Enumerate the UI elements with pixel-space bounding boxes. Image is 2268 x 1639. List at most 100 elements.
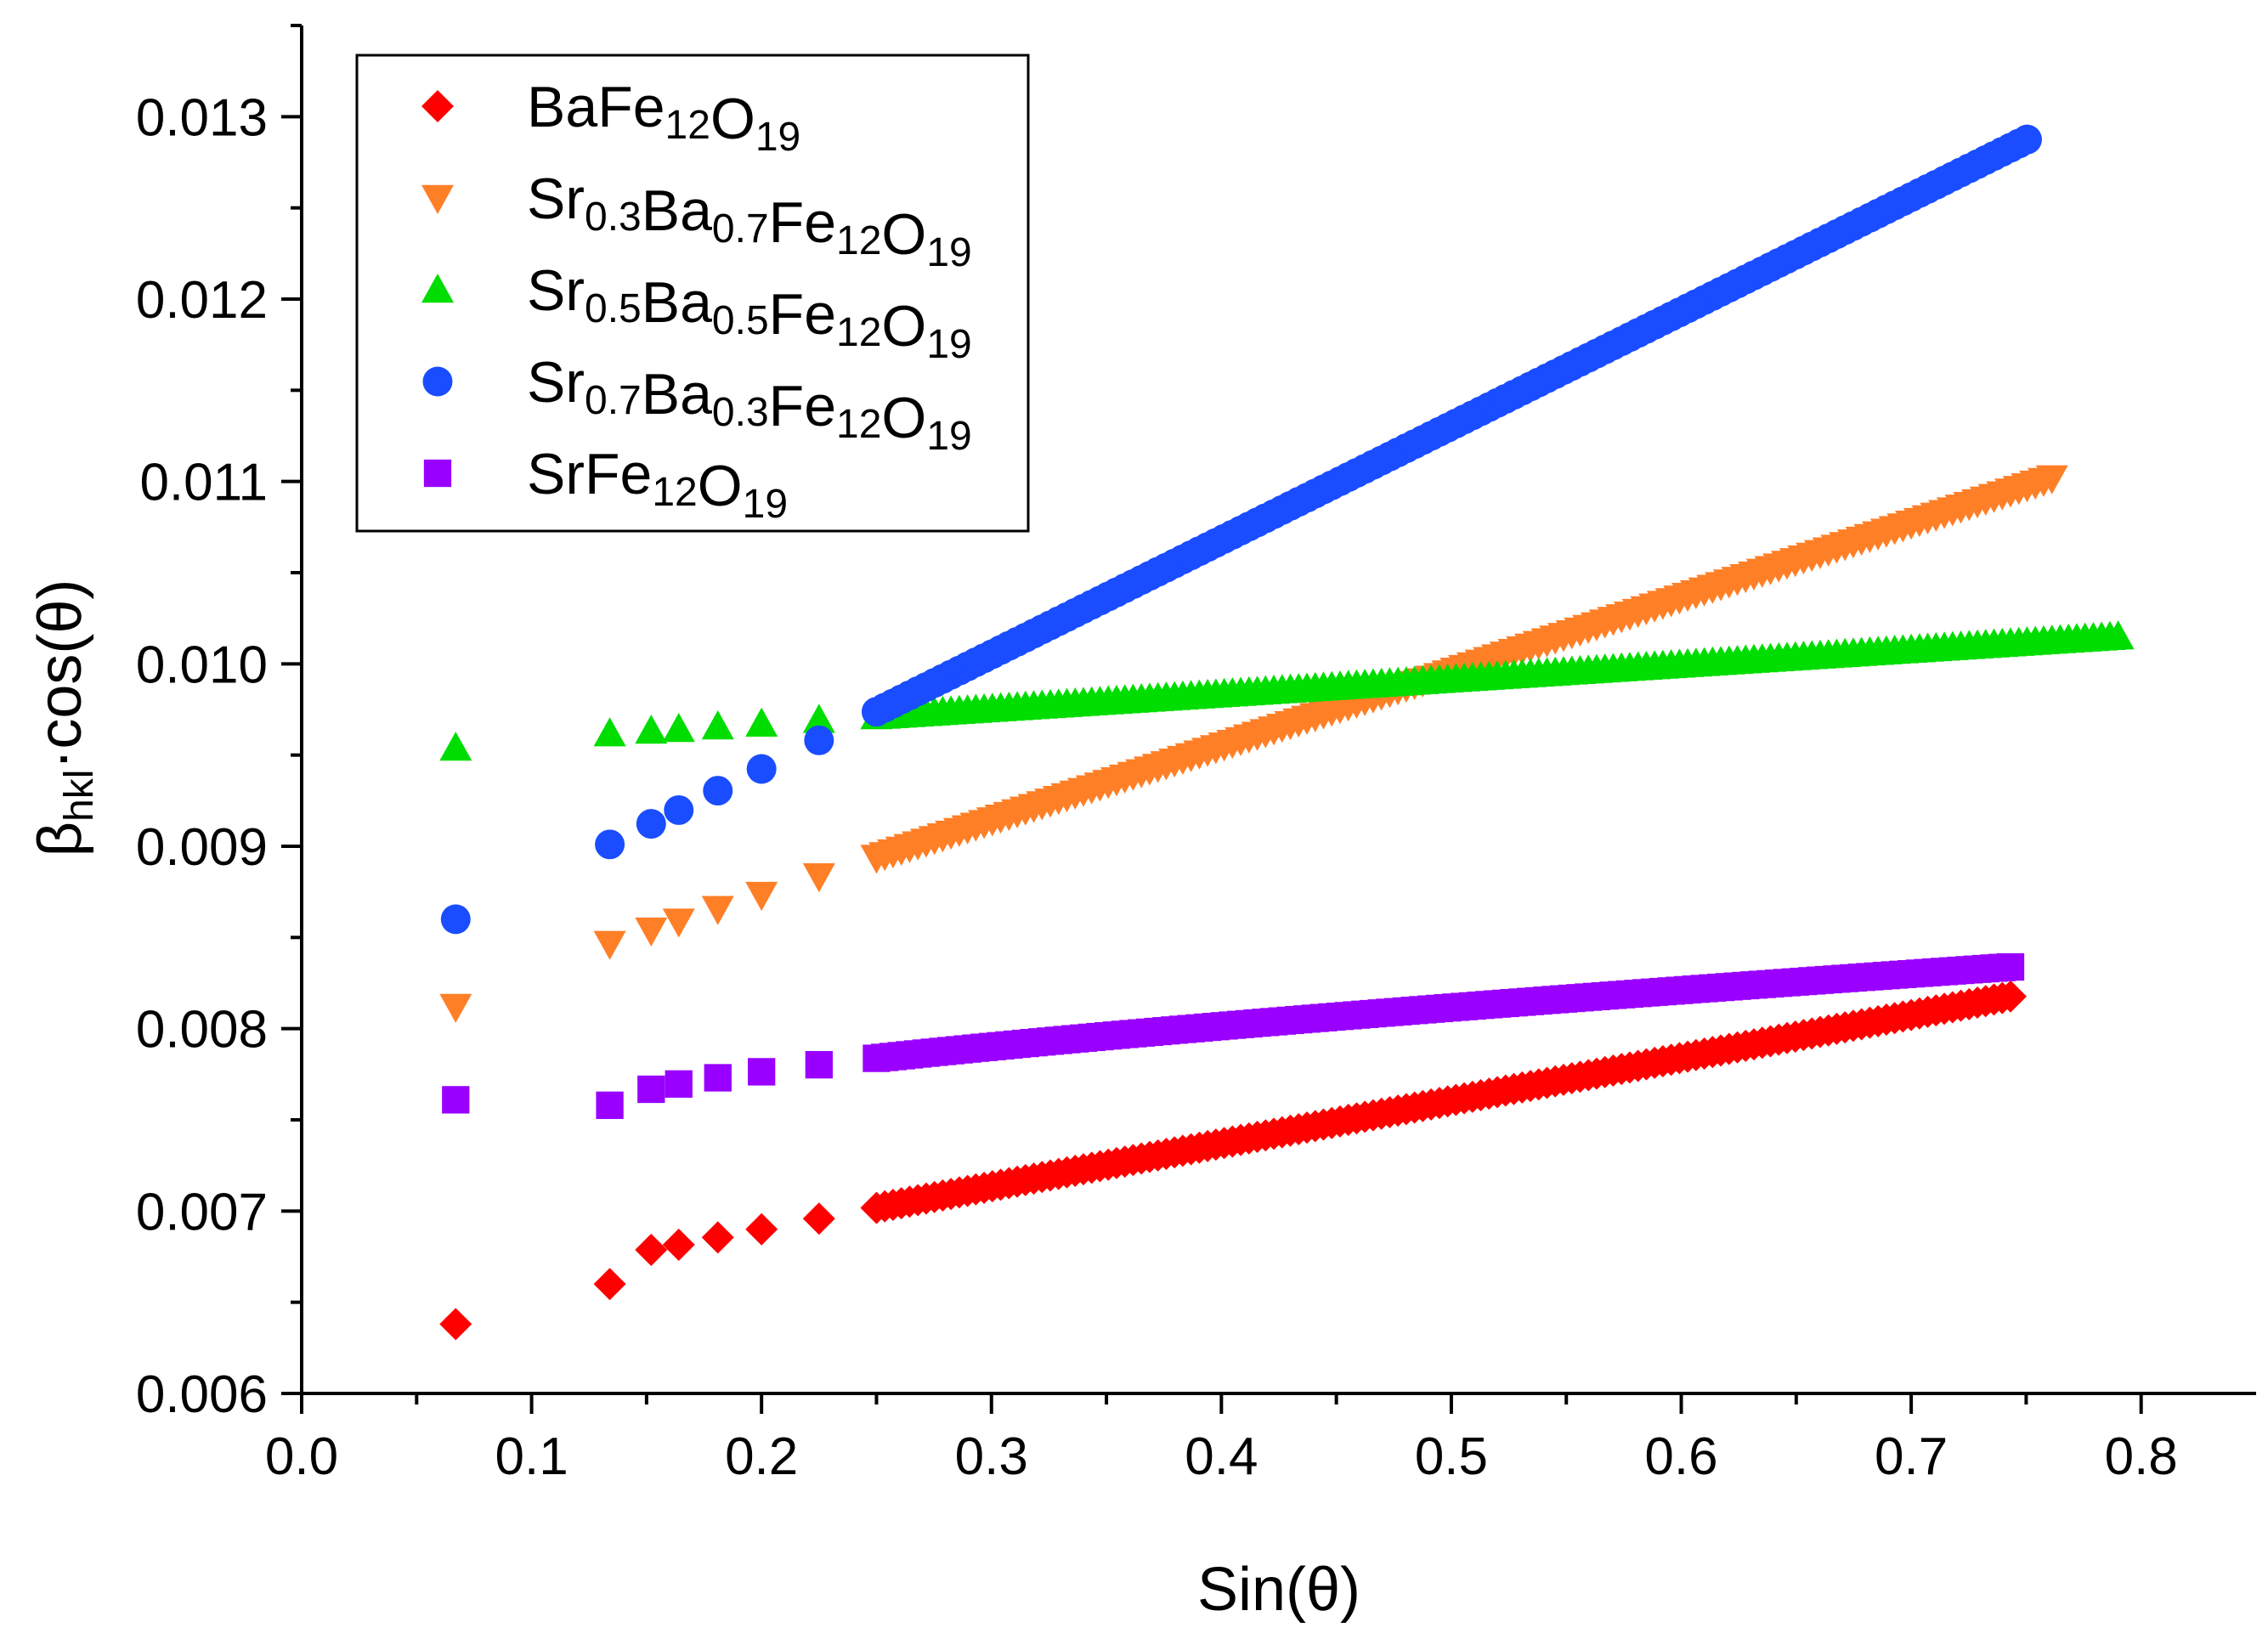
x-tick-label: 0.5: [1415, 1427, 1488, 1486]
legend-label-part: O: [710, 87, 755, 151]
x-tick-label: 0.0: [265, 1427, 338, 1486]
data-point: [701, 1221, 734, 1254]
x-tick-label: 0.8: [2105, 1427, 2178, 1486]
x-tick-label: 0.6: [1644, 1427, 1717, 1486]
legend-label-part: Ba: [642, 270, 712, 335]
legend-label-subscript: 19: [755, 115, 800, 160]
data-point: [745, 1212, 778, 1246]
data-point: [593, 717, 626, 747]
legend-label-subscript: 12: [652, 470, 697, 515]
x-tick-label: 0.4: [1185, 1427, 1258, 1486]
x-tick-label: 0.1: [495, 1427, 568, 1486]
legend-marker: [421, 184, 454, 214]
data-point: [442, 1086, 470, 1114]
data-point: [593, 1268, 626, 1301]
legend-label-subscript: 19: [926, 230, 971, 275]
data-point: [596, 1091, 624, 1119]
data-point: [2012, 124, 2042, 155]
legend-label-subscript: 0.3: [712, 390, 769, 435]
data-point: [701, 710, 734, 740]
series-BaFe12O19: [439, 980, 2028, 1341]
series-SrFe12O19: [442, 952, 2025, 1119]
legend-label-subscript: 19: [926, 414, 971, 459]
data-point: [664, 794, 694, 825]
y-tick-label: 0.009: [136, 818, 268, 877]
legend-label-part: Sr: [527, 258, 585, 323]
data-point: [1994, 980, 2028, 1013]
data-point: [440, 904, 471, 935]
data-point: [665, 1070, 693, 1098]
legend-marker: [421, 274, 454, 303]
data-point: [636, 809, 666, 839]
data-point: [805, 1050, 833, 1079]
data-point: [439, 993, 472, 1023]
data-point: [804, 725, 834, 755]
y-axis-title: βhkl·cos(θ): [26, 579, 102, 857]
legend-label-subscript: 19: [926, 322, 971, 367]
legend-label-subscript: 12: [836, 218, 881, 263]
data-point: [748, 1058, 776, 1086]
y-tick-label: 0.010: [136, 636, 268, 694]
data-point: [802, 704, 835, 733]
y-tick-label: 0.006: [136, 1365, 268, 1424]
legend-label-subscript: 12: [836, 402, 881, 447]
legend-label-part: Ba: [527, 75, 597, 139]
legend-box: [355, 54, 1030, 533]
legend-label-part: Fe: [769, 190, 836, 255]
legend-label-subscript: 12: [665, 103, 710, 148]
x-tick-label: 0.2: [725, 1427, 798, 1486]
legend-label-part: O: [698, 454, 743, 518]
series-Sr0.7Ba0.3Fe12O19: [440, 124, 2042, 935]
legend-label-subscript: 0.7: [712, 206, 769, 252]
y-axis-title-sub: hkl: [57, 770, 102, 822]
x-tick-label: 0.7: [1875, 1427, 1948, 1486]
legend-label-part: Sr: [527, 442, 585, 506]
series-Sr0.3Ba0.7Fe12O19: [439, 465, 2068, 1023]
legend-marker: [423, 459, 452, 488]
data-point: [746, 754, 777, 784]
legend-label: SrFe12O19: [527, 442, 788, 527]
y-axis-title-base: β: [26, 822, 94, 856]
data-point: [595, 829, 625, 860]
data-point: [802, 863, 835, 893]
data-point: [802, 1202, 835, 1235]
data-point: [593, 930, 626, 960]
data-point: [635, 917, 668, 947]
legend-label: BaFe12O19: [527, 75, 800, 160]
legend-label-part: O: [881, 202, 926, 267]
legend-label-subscript: 12: [836, 310, 881, 355]
legend-label-part: Fe: [585, 442, 652, 506]
data-point: [635, 715, 668, 744]
data-point: [704, 1064, 732, 1092]
legend-label-subscript: 0.5: [585, 286, 642, 331]
legend-label-part: O: [881, 386, 926, 450]
legend-label-subscript: 0.3: [585, 195, 642, 240]
data-point: [1996, 952, 2025, 981]
legend-label-part: Sr: [527, 350, 585, 415]
axes: [300, 25, 2256, 1395]
y-tick-label: 0.012: [136, 271, 268, 330]
data-point: [703, 776, 733, 806]
series-Sr0.5Ba0.5Fe12O19: [439, 620, 2135, 761]
data-point: [701, 896, 734, 925]
legend-label-part: Sr: [527, 167, 585, 231]
legend-label: Sr0.5Ba0.5Fe12O19: [527, 258, 972, 367]
ticks: 0.0 0.1 0.2 0.3 0.4 0.5 0.6 0.7 0.8 0.006 0.007 0.0…: [136, 24, 2178, 1486]
x-tick-label: 0.3: [955, 1427, 1028, 1486]
data-point: [662, 908, 695, 938]
data-point: [745, 881, 778, 912]
data-point: [662, 713, 695, 743]
legend-label-subscript: 0.5: [712, 298, 769, 343]
data-point: [635, 1234, 668, 1267]
legend: BaFe12O19Sr0.3Ba0.7Fe12O19Sr0.5Ba0.5Fe12…: [355, 54, 1030, 533]
legend-label-part: O: [881, 294, 926, 359]
data-point: [637, 1075, 665, 1104]
legend-label-subscript: 0.7: [585, 378, 642, 423]
y-tick-label: 0.008: [136, 1001, 268, 1060]
y-tick-label: 0.007: [136, 1183, 268, 1241]
legend-label: Sr0.3Ba0.7Fe12O19: [527, 167, 972, 275]
x-axis-title: Sin(θ): [1197, 1556, 1360, 1624]
y-axis-title-rest: ·cos(θ): [26, 579, 94, 770]
y-tick-label: 0.011: [139, 454, 268, 512]
